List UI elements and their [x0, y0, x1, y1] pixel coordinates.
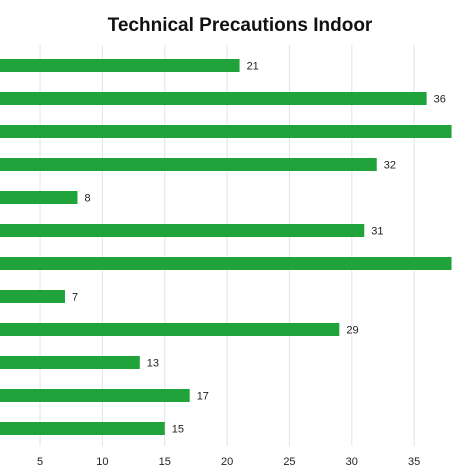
- bar-1: [0, 59, 240, 72]
- data-label-1: 21: [247, 61, 259, 73]
- data-label-9: 29: [346, 325, 358, 337]
- bar-11: [0, 389, 190, 402]
- x-axis-ticks: 5 10 15 20 25 30 35: [37, 456, 420, 468]
- x-tick-label: 25: [283, 456, 295, 468]
- gridlines: [39, 45, 415, 446]
- data-label-5: 8: [84, 193, 90, 205]
- data-label-8: 7: [72, 292, 78, 304]
- x-tick-label: 10: [96, 456, 108, 468]
- data-label-10: 13: [147, 358, 159, 370]
- data-label-12: 15: [172, 424, 184, 436]
- bar-10: [0, 356, 140, 369]
- x-tick-label: 5: [37, 456, 43, 468]
- bar-4: [0, 158, 377, 171]
- data-labels: 21 36 32 8 31 7 29 13 17 15: [72, 61, 446, 436]
- chart-title: Technical Precautions Indoor: [108, 15, 373, 36]
- x-tick-label: 30: [346, 456, 358, 468]
- data-label-4: 32: [384, 160, 396, 172]
- bar-12: [0, 422, 165, 435]
- x-tick-label: 20: [221, 456, 233, 468]
- bar-6: [0, 224, 365, 237]
- bar-5: [0, 191, 78, 204]
- data-label-6: 31: [371, 226, 383, 238]
- bar-9: [0, 323, 340, 336]
- bar-2: [0, 92, 427, 105]
- bars: [0, 59, 452, 435]
- bar-7: [0, 257, 452, 270]
- x-tick-label: 15: [159, 456, 171, 468]
- x-tick-label: 35: [408, 456, 420, 468]
- bar-8: [0, 290, 65, 303]
- data-label-11: 17: [197, 391, 209, 403]
- data-label-2: 36: [434, 94, 446, 106]
- bar-3: [0, 125, 452, 138]
